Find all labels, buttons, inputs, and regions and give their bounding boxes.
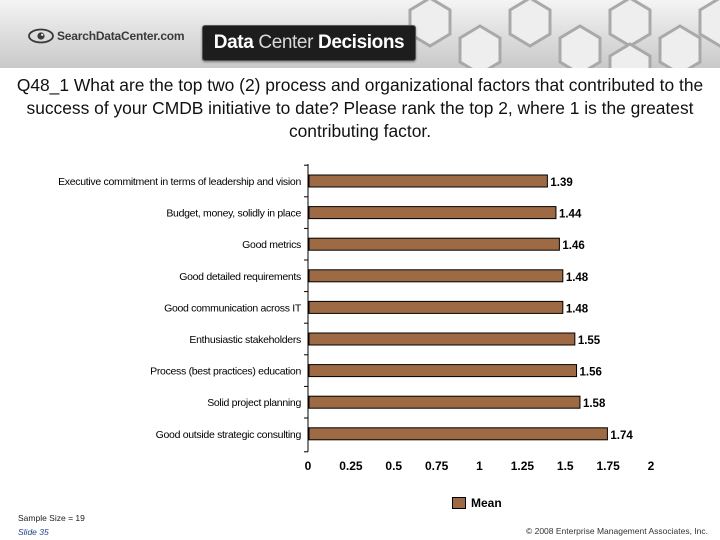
legend-swatch (452, 497, 466, 509)
site-logo[interactable]: SearchDataCenter.com (28, 28, 185, 44)
bar (308, 269, 564, 283)
value-label: 1.48 (566, 272, 589, 284)
chart-legend: Mean (452, 496, 502, 510)
banner-word-1: Data (213, 32, 254, 53)
category-label: Good communication across IT (164, 302, 302, 314)
x-tick-label: 1.5 (557, 459, 574, 473)
data-center-decisions-banner: Data Center Decisions (202, 25, 416, 61)
banner-word-3: Decisions (318, 32, 405, 53)
sample-size-note: Sample Size = 19 (18, 513, 85, 523)
slide-number: Slide 35 (18, 527, 49, 537)
value-label: 1.39 (550, 177, 572, 189)
bar (308, 395, 581, 409)
x-tick-label: 2 (648, 459, 655, 473)
x-tick-label: 0.75 (425, 459, 449, 473)
bar (308, 206, 557, 220)
bar (308, 364, 578, 378)
legend-label: Mean (471, 496, 502, 510)
x-tick-label: 1.75 (596, 459, 620, 473)
x-tick-label: 1.25 (511, 459, 535, 473)
value-label: 1.48 (566, 303, 589, 315)
value-label: 1.74 (610, 430, 633, 442)
eye-icon (28, 28, 54, 44)
bar (308, 237, 560, 251)
category-label: Good metrics (242, 239, 301, 251)
banner-word-2: Center (258, 32, 314, 53)
value-label: 1.46 (562, 240, 584, 252)
value-label: 1.58 (583, 398, 606, 410)
bar (308, 300, 564, 314)
category-label: Solid project planning (207, 397, 301, 409)
bar (308, 427, 608, 441)
x-tick-label: 0.5 (385, 459, 402, 473)
question-title: Q48_1 What are the top two (2) process a… (16, 75, 704, 141)
category-label: Process (best practices) education (150, 366, 301, 378)
logo-text: SearchDataCenter.com (57, 29, 185, 43)
hexagon-pattern (408, 0, 720, 68)
value-label: 1.55 (578, 335, 601, 347)
mean-bar-chart: Executive commitment in terms of leaders… (58, 164, 655, 473)
x-tick-label: 0 (305, 459, 312, 473)
category-label: Good outside strategic consulting (156, 429, 302, 441)
value-label: 1.56 (580, 367, 602, 379)
header: SearchDataCenter.com Data Center Decisio… (0, 0, 720, 68)
x-tick-label: 1 (476, 459, 483, 473)
category-label: Executive commitment in terms of leaders… (58, 176, 301, 188)
value-label: 1.44 (559, 209, 582, 221)
x-tick-label: 0.25 (339, 459, 363, 473)
category-label: Good detailed requirements (179, 271, 301, 283)
bar (308, 174, 548, 188)
bar (308, 332, 576, 346)
category-label: Enthusiastic stakeholders (189, 334, 301, 346)
category-label: Budget, money, solidly in place (166, 208, 301, 220)
copyright-notice: © 2008 Enterprise Management Associates,… (525, 526, 708, 536)
